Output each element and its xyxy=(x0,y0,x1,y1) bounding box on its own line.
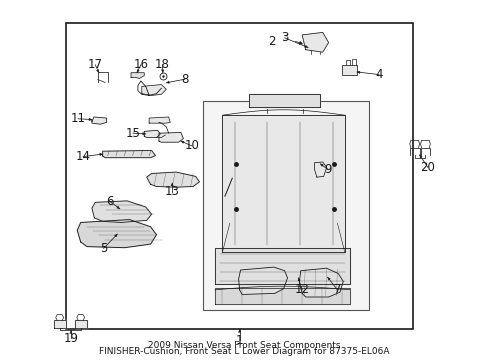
Text: 2: 2 xyxy=(267,35,275,48)
Text: 20: 20 xyxy=(420,161,434,174)
Text: 17: 17 xyxy=(88,58,102,71)
Polygon shape xyxy=(314,162,326,177)
Text: 8: 8 xyxy=(181,73,188,86)
Text: 11: 11 xyxy=(71,112,85,125)
Text: FINISHER-Cushion, Front Seat L Lower Diagram for 87375-EL06A: FINISHER-Cushion, Front Seat L Lower Dia… xyxy=(99,346,389,356)
Polygon shape xyxy=(131,73,144,78)
Polygon shape xyxy=(142,85,166,95)
Bar xyxy=(203,101,368,310)
Polygon shape xyxy=(75,320,86,328)
Polygon shape xyxy=(215,248,349,284)
Polygon shape xyxy=(249,94,320,107)
Polygon shape xyxy=(222,115,344,252)
Polygon shape xyxy=(159,132,183,142)
Text: 3: 3 xyxy=(280,31,288,44)
Text: 15: 15 xyxy=(125,127,140,140)
Text: 1: 1 xyxy=(235,334,243,347)
Polygon shape xyxy=(146,172,199,187)
Polygon shape xyxy=(149,117,170,123)
Text: 18: 18 xyxy=(155,58,169,71)
Polygon shape xyxy=(144,130,160,138)
Text: 6: 6 xyxy=(106,195,114,208)
Polygon shape xyxy=(102,150,155,158)
Text: 19: 19 xyxy=(63,332,78,345)
Polygon shape xyxy=(302,32,328,52)
Polygon shape xyxy=(299,268,343,297)
Text: 16: 16 xyxy=(133,58,148,71)
Text: 9: 9 xyxy=(323,163,331,176)
Polygon shape xyxy=(215,288,349,304)
Text: 13: 13 xyxy=(164,185,179,198)
Bar xyxy=(342,65,356,75)
Text: 7: 7 xyxy=(333,283,341,296)
Polygon shape xyxy=(238,267,287,294)
Polygon shape xyxy=(54,320,65,328)
Text: 10: 10 xyxy=(184,139,199,152)
Polygon shape xyxy=(92,117,106,124)
Text: 12: 12 xyxy=(294,283,309,296)
Bar xyxy=(66,23,412,329)
Text: 4: 4 xyxy=(374,68,382,81)
Text: 14: 14 xyxy=(76,150,90,163)
Text: 5: 5 xyxy=(100,242,107,255)
Text: 2009 Nissan Versa Front Seat Components: 2009 Nissan Versa Front Seat Components xyxy=(148,341,340,350)
Polygon shape xyxy=(77,220,156,248)
Polygon shape xyxy=(92,201,151,222)
